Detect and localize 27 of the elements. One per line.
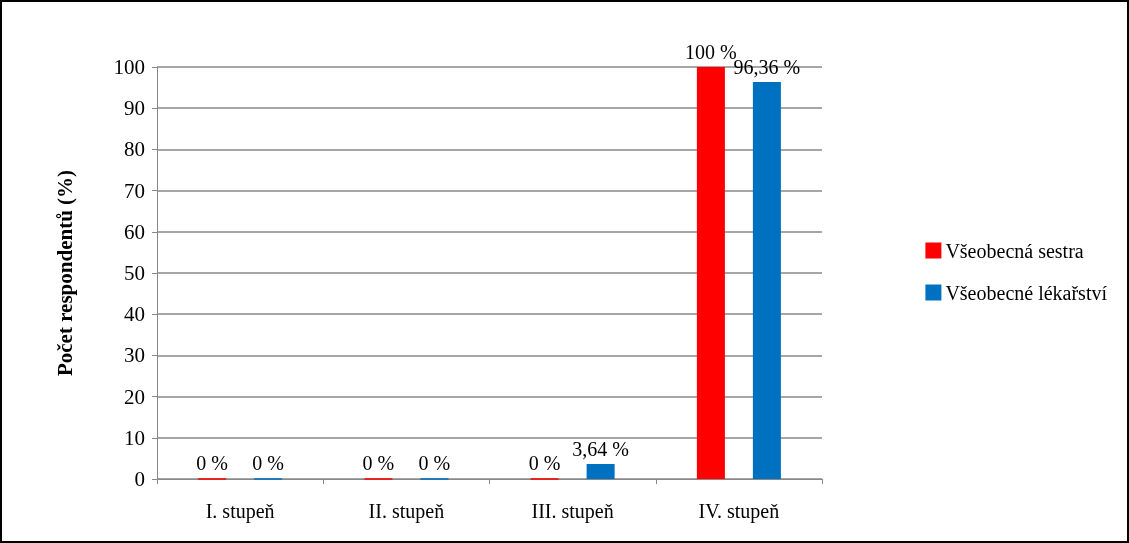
x-tick-label: III. stupeň (531, 500, 614, 523)
y-tick-label: 70 (124, 178, 145, 203)
y-tick-label: 40 (124, 302, 145, 327)
x-tick-label: II. stupeň (368, 500, 445, 523)
y-tick-label: 30 (124, 343, 145, 368)
y-tick-label: 60 (124, 219, 145, 244)
y-tick-label: 50 (124, 261, 145, 285)
bar (586, 464, 615, 479)
y-tick-label: 10 (124, 425, 145, 450)
y-tick-label: 100 (113, 55, 145, 79)
data-label: 0 % (528, 452, 561, 475)
legend-label: Všeobecná sestra (945, 239, 1084, 262)
data-label: 0 % (418, 452, 451, 475)
data-label: 3,64 % (572, 438, 629, 460)
bar (752, 82, 781, 479)
y-tick-label: 0 (134, 467, 145, 491)
x-tick-label: IV. stupeň (698, 500, 780, 523)
data-label: 0 % (252, 452, 284, 475)
y-tick-label: 20 (124, 384, 145, 409)
data-label: 0 % (196, 452, 228, 475)
y-tick-label: 80 (124, 137, 145, 162)
bar (696, 67, 725, 479)
x-tick-label: I. stupeň (205, 500, 275, 523)
y-tick-label: 90 (124, 96, 145, 121)
y-axis-title: Počet respondentů (%) (52, 169, 77, 377)
data-label: 0 % (362, 452, 395, 475)
legend-label: Všeobecné lékařství (945, 281, 1108, 304)
